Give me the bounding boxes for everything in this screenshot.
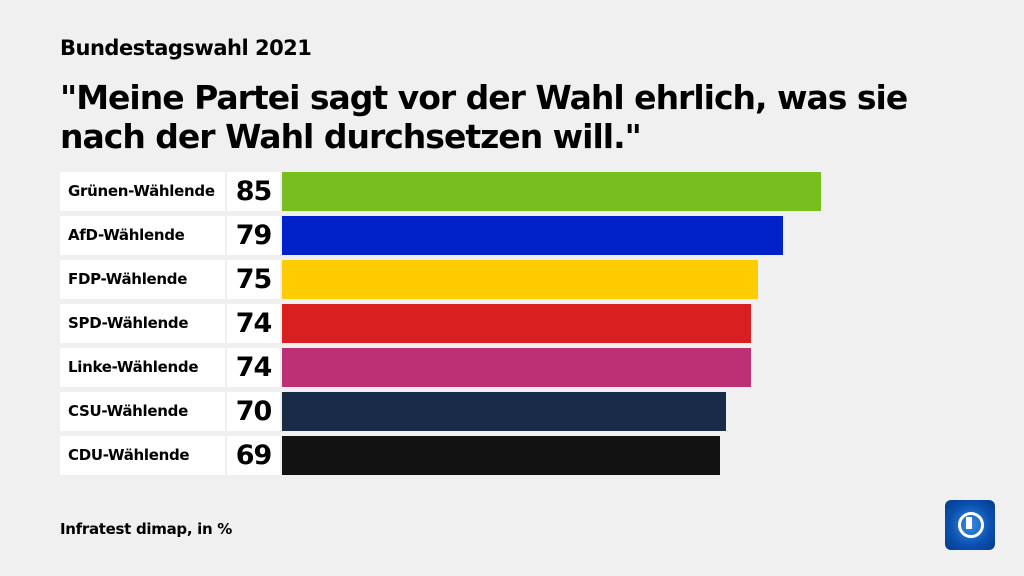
category-label: SPD-Wählende [60,304,225,343]
category-label: AfD-Wählende [60,216,225,255]
source-note: Infratest dimap, in % [60,520,233,538]
chart-title: "Meine Partei sagt vor der Wahl ehrlich,… [60,78,908,156]
value-label: 74 [227,348,280,387]
value-label: 74 [227,304,280,343]
tagesschau-logo-icon [945,500,995,550]
value-label: 75 [227,260,280,299]
chart-subtitle: Bundestagswahl 2021 [60,36,312,60]
bar [282,392,726,431]
category-label: Linke-Wählende [60,348,225,387]
value-label: 70 [227,392,280,431]
category-label: CSU-Wählende [60,392,225,431]
bar [282,216,783,255]
value-label: 69 [227,436,280,475]
category-label: CDU-Wählende [60,436,225,475]
bar [282,304,752,343]
category-label: Grünen-Wählende [60,172,225,211]
category-label: FDP-Wählende [60,260,225,299]
value-label: 85 [227,172,280,211]
bar [282,436,720,475]
bar [282,348,752,387]
bar [282,172,821,211]
value-label: 79 [227,216,280,255]
bar [282,260,758,299]
